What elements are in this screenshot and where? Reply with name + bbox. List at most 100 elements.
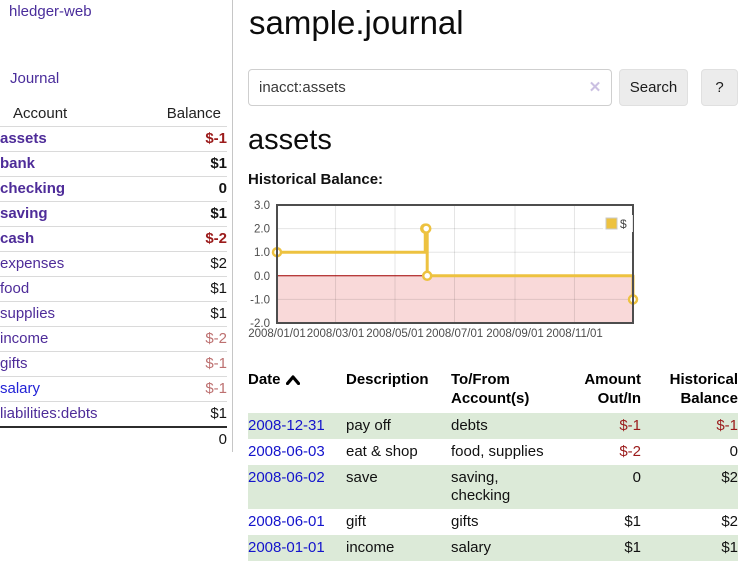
account-link-bank[interactable]: bank [0, 155, 36, 172]
account-link-expenses[interactable]: expenses [0, 255, 65, 272]
transaction-description: pay off [346, 417, 391, 434]
account-balance: $1 [210, 280, 227, 297]
transaction-amount: $-1 [619, 417, 641, 434]
column-header-date[interactable]: Date [248, 367, 346, 413]
column-header-date-label: Date [248, 371, 281, 388]
accounts-table: Account Balance assets $-1 bank $1 check… [0, 102, 227, 452]
accounts-header-balance: Balance [166, 105, 221, 122]
transaction-description: gift [346, 513, 367, 530]
account-balance: $-1 [205, 130, 227, 147]
transaction-date-link[interactable]: 2008-01-01 [248, 539, 325, 556]
transaction-balance: $2 [721, 513, 738, 530]
transaction-date-link[interactable]: 2008-06-01 [248, 513, 325, 530]
svg-text:-1.0: -1.0 [250, 294, 270, 306]
transaction-accounts: salary [451, 539, 492, 556]
account-row-assets: assets $-1 [0, 126, 227, 152]
account-link-assets[interactable]: assets [0, 130, 47, 147]
accounts-header-account: Account [13, 105, 68, 122]
account-balance: $1 [210, 205, 227, 222]
account-balance: $-1 [205, 355, 227, 372]
transaction-date-link[interactable]: 2008-06-03 [248, 443, 325, 460]
transaction-row: 2008-06-02 save saving, checking 0 $2 [248, 465, 738, 509]
account-link-income[interactable]: income [0, 330, 49, 347]
transaction-balance: $2 [721, 469, 738, 486]
transaction-accounts: food, supplies [451, 443, 544, 460]
account-link-saving[interactable]: saving [0, 205, 48, 222]
sort-ascending-icon [285, 371, 300, 390]
account-balance: $2 [210, 255, 227, 272]
transaction-date-link[interactable]: 2008-06-02 [248, 469, 325, 486]
account-link-salary[interactable]: salary [0, 380, 41, 397]
search-button[interactable]: Search [619, 69, 688, 106]
column-header-description: Description [346, 371, 429, 388]
transaction-balance: 0 [729, 443, 738, 460]
account-row-income: income $-2 [0, 326, 227, 352]
help-button[interactable]: ? [701, 69, 738, 106]
account-link-checking[interactable]: checking [0, 180, 66, 197]
account-row-liabilities-debts: liabilities:debts $1 [0, 401, 227, 428]
svg-text:2.0: 2.0 [254, 224, 270, 236]
transaction-balance: $-1 [716, 417, 738, 434]
account-row-cash: cash $-2 [0, 226, 227, 252]
column-header-amount: Amount Out/In [584, 371, 641, 407]
page-title: sample.journal [249, 4, 464, 41]
search-input[interactable] [248, 69, 612, 106]
account-row-food: food $1 [0, 276, 227, 302]
register-table: Date Description To/From Account(s) Amou… [248, 367, 738, 561]
account-balance: $-2 [205, 330, 227, 347]
svg-text:3.0: 3.0 [254, 200, 270, 212]
transaction-description: income [346, 539, 395, 556]
transaction-amount: $1 [624, 539, 641, 556]
transaction-amount: $-2 [619, 443, 641, 460]
account-balance: $-2 [205, 230, 227, 247]
search-bar: ✕ Search ? [248, 69, 742, 106]
transaction-row: 2008-01-01 income salary $1 $1 [248, 535, 738, 561]
account-balance: $1 [210, 155, 227, 172]
chart-title: Historical Balance: [248, 171, 384, 188]
account-balance: $-1 [205, 380, 227, 397]
transaction-accounts: debts [451, 417, 488, 434]
column-header-accounts: To/From Account(s) [451, 371, 530, 407]
register-header-row: Date Description To/From Account(s) Amou… [248, 367, 738, 413]
account-row-checking: checking 0 [0, 176, 227, 202]
account-row-expenses: expenses $2 [0, 251, 227, 277]
transaction-row: 2008-06-03 eat & shop food, supplies $-2… [248, 439, 738, 465]
app-title-link[interactable]: hledger-web [9, 3, 92, 20]
transaction-accounts: saving, checking [451, 469, 511, 504]
account-balance: 0 [218, 180, 227, 197]
svg-text:2008/11/01: 2008/11/01 [546, 328, 603, 340]
account-row-gifts: gifts $-1 [0, 351, 227, 377]
account-balance: $1 [210, 305, 227, 322]
transaction-description: eat & shop [346, 443, 418, 460]
account-row-salary: salary $-1 [0, 376, 227, 402]
transaction-row: 2008-12-31 pay off debts $-1 $-1 [248, 413, 738, 439]
svg-text:$: $ [620, 217, 627, 231]
account-heading: assets [248, 124, 332, 156]
account-link-cash[interactable]: cash [0, 230, 35, 247]
transaction-accounts: gifts [451, 513, 479, 530]
accounts-total-balance: 0 [218, 431, 227, 448]
svg-text:2008/09/01: 2008/09/01 [486, 328, 544, 340]
account-link-gifts[interactable]: gifts [0, 355, 28, 372]
account-row-bank: bank $1 [0, 151, 227, 177]
sidebar-item-journal[interactable]: Journal [10, 70, 60, 87]
accounts-header-row: Account Balance [0, 102, 227, 127]
account-link-liabilities-debts[interactable]: liabilities:debts [0, 405, 98, 422]
account-link-food[interactable]: food [0, 280, 30, 297]
account-balance: $1 [210, 405, 227, 422]
svg-text:2008/05/01: 2008/05/01 [366, 328, 424, 340]
svg-text:2008/03/01: 2008/03/01 [307, 328, 365, 340]
transaction-amount: $1 [624, 513, 641, 530]
svg-text:2008/01/01: 2008/01/01 [248, 328, 306, 340]
transaction-date-link[interactable]: 2008-12-31 [248, 417, 325, 434]
svg-text:2008/07/01: 2008/07/01 [426, 328, 484, 340]
account-row-supplies: supplies $1 [0, 301, 227, 327]
svg-text:-2.0: -2.0 [250, 318, 270, 330]
chart-canvas: -2.0 -1.0 0.0 1.0 2.0 3.0 2008/01/01 2008/03/01… [248, 200, 639, 340]
transaction-balance: $1 [721, 539, 738, 556]
account-link-supplies[interactable]: supplies [0, 305, 56, 322]
clear-search-icon[interactable]: ✕ [588, 79, 602, 96]
svg-text:1.0: 1.0 [254, 247, 270, 259]
transaction-description: save [346, 469, 378, 486]
historical-balance-chart: -2.0 -1.0 0.0 1.0 2.0 3.0 2008/01/01 2008/03/01… [245, 197, 639, 347]
